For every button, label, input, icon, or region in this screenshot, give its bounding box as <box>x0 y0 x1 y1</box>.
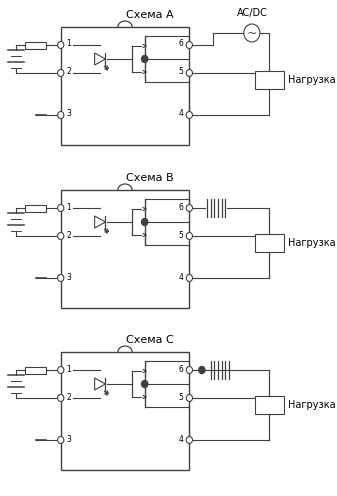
Text: Схема С: Схема С <box>126 335 174 345</box>
Bar <box>61 27 189 145</box>
Circle shape <box>186 204 192 211</box>
Text: 3: 3 <box>66 110 71 119</box>
Text: Схема В: Схема В <box>126 173 174 183</box>
Text: 5: 5 <box>179 67 184 76</box>
Polygon shape <box>95 53 105 65</box>
Circle shape <box>186 69 192 76</box>
Text: ~: ~ <box>247 26 257 40</box>
Circle shape <box>58 233 64 240</box>
Text: Нагрузка: Нагрузка <box>287 238 335 248</box>
Text: 4: 4 <box>179 110 184 119</box>
Bar <box>254 71 284 89</box>
Circle shape <box>58 367 64 373</box>
Bar <box>254 234 284 252</box>
Text: 1: 1 <box>66 40 71 49</box>
Circle shape <box>58 69 64 76</box>
Text: Нагрузка: Нагрузка <box>287 400 335 410</box>
Text: 3: 3 <box>66 434 71 443</box>
Circle shape <box>186 42 192 49</box>
Text: 1: 1 <box>66 365 71 373</box>
Text: 5: 5 <box>179 231 184 240</box>
Circle shape <box>58 42 64 49</box>
Bar <box>25 367 47 373</box>
Circle shape <box>186 367 192 373</box>
Circle shape <box>58 436 64 443</box>
Circle shape <box>58 204 64 211</box>
Circle shape <box>199 367 205 373</box>
Polygon shape <box>95 216 105 228</box>
Text: 6: 6 <box>179 365 184 373</box>
Circle shape <box>244 24 260 42</box>
Text: 1: 1 <box>66 202 71 211</box>
Text: 6: 6 <box>179 202 184 211</box>
Text: 2: 2 <box>66 231 71 240</box>
Text: 5: 5 <box>179 392 184 401</box>
Bar <box>25 42 47 49</box>
Bar <box>254 396 284 414</box>
Text: 3: 3 <box>66 272 71 282</box>
Bar <box>25 204 47 211</box>
Circle shape <box>142 219 148 226</box>
Circle shape <box>142 380 148 387</box>
Text: Нагрузка: Нагрузка <box>287 75 335 85</box>
Text: 4: 4 <box>179 272 184 282</box>
Text: 2: 2 <box>66 67 71 76</box>
Circle shape <box>58 112 64 119</box>
Text: 2: 2 <box>66 392 71 401</box>
Polygon shape <box>95 378 105 390</box>
Circle shape <box>58 394 64 401</box>
Circle shape <box>186 436 192 443</box>
Text: 6: 6 <box>179 40 184 49</box>
Bar <box>61 352 189 470</box>
Circle shape <box>186 112 192 119</box>
Circle shape <box>142 56 148 62</box>
Circle shape <box>186 274 192 282</box>
Text: 4: 4 <box>179 434 184 443</box>
Bar <box>61 190 189 308</box>
Circle shape <box>58 274 64 282</box>
Text: Схема А: Схема А <box>126 10 174 20</box>
Circle shape <box>186 233 192 240</box>
Text: AC/DC: AC/DC <box>237 8 267 18</box>
Circle shape <box>186 394 192 401</box>
